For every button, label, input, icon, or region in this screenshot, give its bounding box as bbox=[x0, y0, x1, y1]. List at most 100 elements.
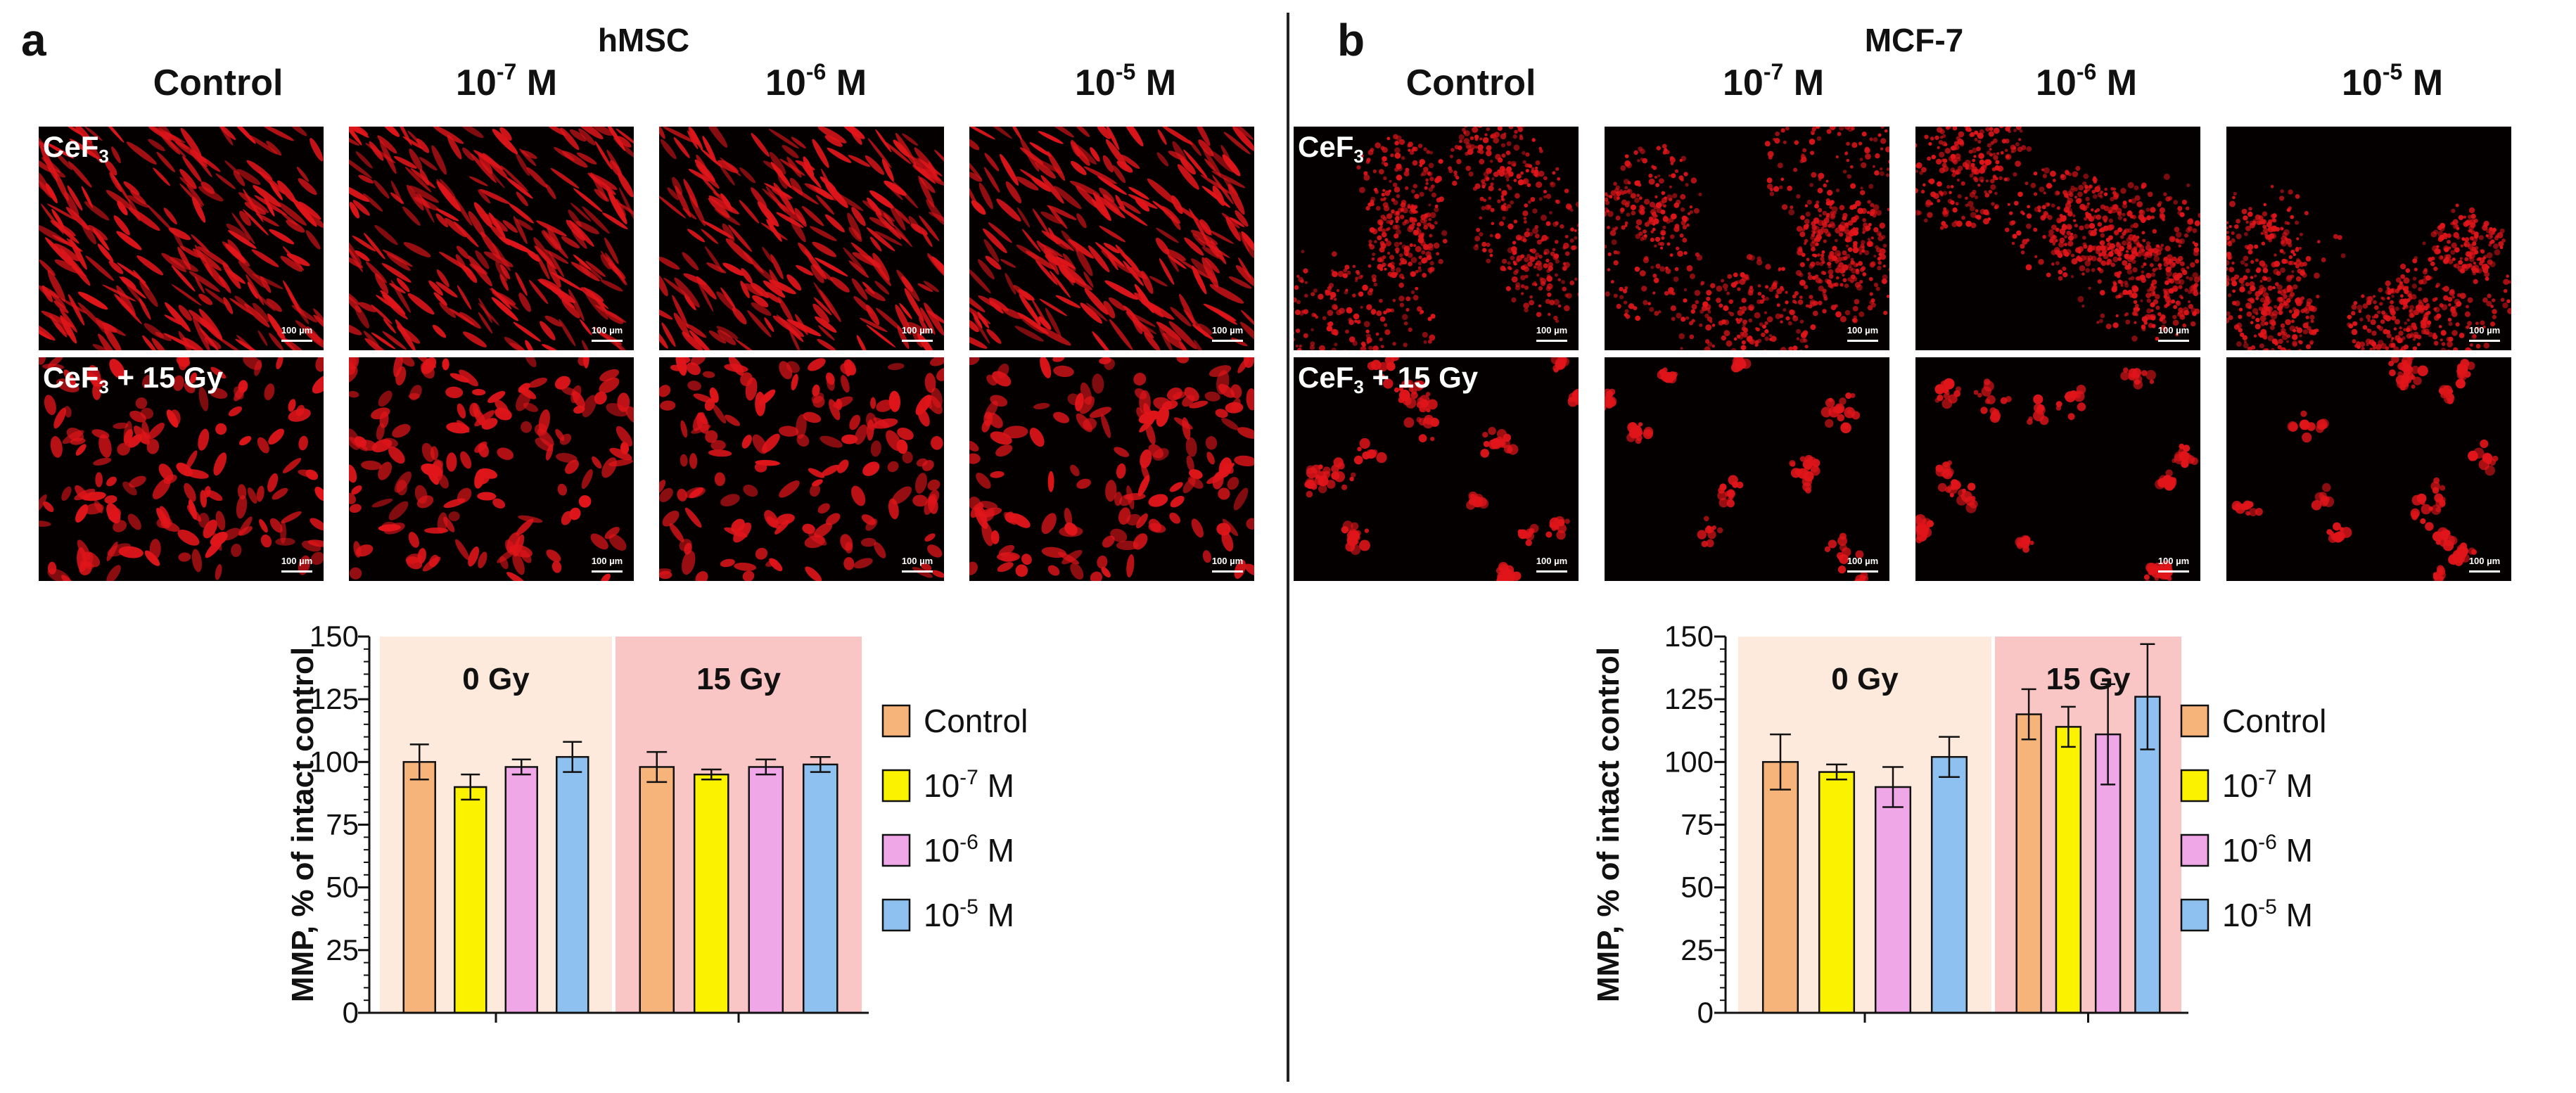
legend-label: 10-5 M bbox=[2222, 895, 2313, 933]
column-header-control: Control bbox=[1405, 63, 1536, 103]
bar bbox=[454, 786, 487, 1014]
scale-bar: 100 µm bbox=[899, 556, 936, 574]
scale-bar: 100 µm bbox=[2155, 556, 2192, 574]
scale-bar: 100 µm bbox=[279, 556, 315, 574]
y-tick-label: 100 bbox=[1664, 745, 1714, 778]
bar bbox=[504, 766, 538, 1014]
fluorescence-texture bbox=[39, 357, 324, 581]
fluorescence-texture bbox=[659, 357, 944, 581]
legend-swatch bbox=[2180, 898, 2210, 932]
row-label-cef3-15gy: CeF3 + 15 Gy bbox=[43, 361, 224, 397]
bar bbox=[1930, 755, 1968, 1014]
micrograph-hmsc-1e-5: 100 µm bbox=[969, 127, 1254, 350]
panel-a: a hMSC Control 10-7 M 10-6 M 10-5 M CeF3… bbox=[21, 15, 1254, 1029]
fluorescence-texture bbox=[659, 127, 944, 350]
legend-swatch bbox=[2180, 704, 2210, 738]
y-tick-label: 25 bbox=[1681, 933, 1714, 966]
fluorescence-texture bbox=[2226, 184, 2511, 350]
scale-bar: 100 µm bbox=[2466, 325, 2503, 343]
scale-bar: 100 µm bbox=[589, 325, 625, 343]
panel-letter: a bbox=[21, 15, 46, 65]
y-tick-label: 150 bbox=[1664, 620, 1714, 653]
panel-letter: b bbox=[1337, 15, 1365, 65]
column-header-1e-5: 10-5 M bbox=[2341, 59, 2444, 103]
scale-bar: 100 µm bbox=[899, 325, 936, 343]
row-label-cef3-15gy: CeF3 + 15 Gy bbox=[1298, 361, 1479, 397]
group-label: 15 Gy bbox=[2046, 662, 2131, 696]
panel-divider bbox=[1287, 13, 1289, 1082]
scale-bar: 100 µm bbox=[1844, 325, 1881, 343]
y-axis-label: MMP, % of intact control bbox=[1591, 647, 1626, 1002]
group-label: 0 Gy bbox=[462, 662, 530, 696]
column-header-1e-6: 10-6 M bbox=[765, 59, 867, 103]
bar bbox=[402, 761, 436, 1014]
y-tick-label: 75 bbox=[1681, 808, 1714, 841]
cell-line-title: MCF-7 bbox=[1864, 22, 1964, 58]
fluorescence-texture bbox=[1915, 127, 2200, 342]
fluorescence-texture bbox=[2231, 357, 2499, 581]
scale-bar: 100 µm bbox=[2155, 325, 2192, 343]
micrograph-mcf7-control: CeF3 100 µm bbox=[1294, 127, 1579, 350]
y-tick-label: 125 bbox=[310, 682, 359, 715]
scale-bar: 100 µm bbox=[1209, 325, 1246, 343]
legend-label: Control bbox=[924, 703, 1028, 739]
bar bbox=[1761, 761, 1799, 1014]
bar bbox=[748, 766, 784, 1014]
bar bbox=[2055, 726, 2082, 1014]
legend-label: 10-5 M bbox=[924, 895, 1014, 933]
scale-bar: 100 µm bbox=[1209, 556, 1246, 574]
legend-swatch bbox=[881, 704, 911, 738]
legend-swatch bbox=[881, 769, 911, 803]
legend-label: Control bbox=[2222, 703, 2326, 739]
group-label: 15 Gy bbox=[696, 662, 781, 696]
micrograph-mcf7-1e-5-15gy: 100 µm bbox=[2226, 357, 2511, 581]
y-tick-label: 50 bbox=[1681, 871, 1714, 904]
scale-bar: 100 µm bbox=[589, 556, 625, 574]
cell-line-title: hMSC bbox=[597, 22, 690, 58]
fluorescence-texture bbox=[1605, 357, 1869, 581]
scale-bar: 100 µm bbox=[1844, 556, 1881, 574]
bar bbox=[556, 755, 589, 1014]
legend-swatch bbox=[881, 833, 911, 867]
fluorescence-texture bbox=[1294, 127, 1579, 350]
legend-swatch bbox=[2180, 833, 2210, 867]
fluorescence-texture bbox=[969, 357, 1254, 581]
group-label: 0 Gy bbox=[1831, 662, 1899, 696]
micrograph-mcf7-1e-6-15gy: 100 µm bbox=[1915, 357, 2200, 581]
y-tick-label: 75 bbox=[326, 808, 359, 841]
micrograph-mcf7-control-15gy: CeF3 + 15 Gy 100 µm bbox=[1294, 357, 1579, 581]
legend-swatch bbox=[881, 898, 911, 932]
panel-b: b MCF-7 Control 10-7 M 10-6 M 10-5 M CeF… bbox=[1288, 0, 2576, 1093]
micrograph-hmsc-1e-6: 100 µm bbox=[659, 127, 944, 350]
micrograph-hmsc-1e-7-15gy: 100 µm bbox=[349, 357, 634, 581]
micrograph-mcf7-1e-5: 100 µm bbox=[2226, 127, 2511, 350]
bar bbox=[693, 773, 729, 1014]
row-label-cef3: CeF3 bbox=[1298, 130, 1364, 167]
fluorescence-texture bbox=[39, 127, 324, 350]
micrograph-hmsc-1e-6-15gy: 100 µm bbox=[659, 357, 944, 581]
fluorescence-texture bbox=[1605, 127, 1889, 350]
micrograph-hmsc-1e-7: 100 µm bbox=[349, 127, 634, 350]
bar bbox=[639, 766, 675, 1014]
fluorescence-texture bbox=[349, 357, 634, 581]
y-tick-label: 0 bbox=[343, 996, 359, 1029]
y-tick-label: 50 bbox=[326, 871, 359, 904]
micrograph-hmsc-1e-5-15gy: 100 µm bbox=[969, 357, 1254, 581]
column-header-1e-6: 10-6 M bbox=[2035, 59, 2138, 103]
legend-label: 10-6 M bbox=[2222, 831, 2313, 869]
y-tick-label: 25 bbox=[326, 933, 359, 966]
micrograph-hmsc-control-15gy: CeF3 + 15 Gy 100 µm bbox=[39, 357, 324, 581]
mmp-bar-chart-mcf7: 0 Gy 15 Gy 0 25 50 75 100 125 150 MMP, % of intac… bbox=[1591, 620, 2326, 1029]
fluorescence-texture bbox=[1304, 357, 1579, 581]
fluorescence-texture bbox=[349, 127, 634, 350]
column-header-1e-5: 10-5 M bbox=[1074, 59, 1177, 103]
y-axis-label: MMP, % of intact control bbox=[286, 647, 320, 1002]
micrograph-hmsc-control: CeF3 100 µm bbox=[39, 127, 324, 350]
y-tick-label: 100 bbox=[310, 745, 359, 778]
fluorescence-texture bbox=[969, 127, 1254, 350]
micrograph-mcf7-1e-6: 100 µm bbox=[1915, 127, 2200, 350]
bar bbox=[1818, 771, 1856, 1014]
legend-label: 10-6 M bbox=[924, 831, 1014, 869]
legend-swatch bbox=[2180, 769, 2210, 803]
